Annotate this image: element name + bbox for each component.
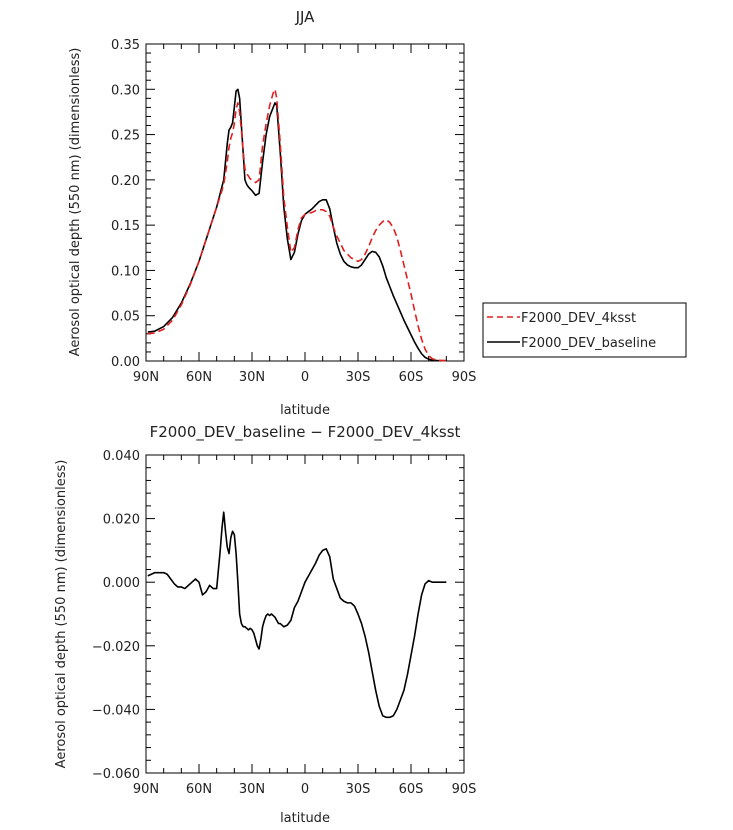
top-x-tick-label: 90S (452, 370, 477, 385)
top-y-tick-label: 0.10 (111, 264, 140, 279)
bottom-x-tick-label: 90S (452, 782, 477, 797)
bottom-x-tick-label: 0 (301, 782, 309, 797)
legend: F2000_DEV_4ksst F2000_DEV_baseline (482, 302, 687, 358)
legend-box (482, 302, 687, 358)
bottom-x-tick-label: 60N (186, 782, 212, 797)
top-y-tick-label: 0.00 (111, 355, 140, 370)
bottom-ticks: 90N 60N 30N 0 30S 60S 90S −0.060 −0.040 −0.020 0.0… (92, 449, 477, 797)
bottom-x-tick-label: 30S (346, 782, 371, 797)
top-y-tick-label: 0.25 (111, 129, 140, 144)
bottom-panel: F2000_DEV_baseline − F2000_DEV_4ksst lat… (54, 423, 476, 826)
bottom-x-axis-label: latitude (280, 811, 330, 826)
bottom-series-f2000-dev-baseline-f2000-dev-4ksst (147, 511, 447, 719)
bottom-plot-frame (145, 454, 465, 774)
bottom-y-tick-label: 0.040 (103, 449, 140, 464)
top-x-axis-label: latitude (280, 403, 330, 418)
legend-label-baseline: F2000_DEV_baseline (521, 336, 656, 351)
top-y-tick-label: 0.05 (111, 310, 140, 325)
top-ticks: 90N 60N 30N 0 30S 60S 90S 0.00 0.05 0.10 0.15 0.20 0… (111, 38, 476, 385)
bottom-y-axis-label: Aerosol optical depth (550 nm) (dimensio… (54, 460, 69, 769)
top-chart-title: JJA (295, 8, 316, 26)
top-y-tick-label: 0.35 (111, 38, 140, 53)
bottom-series (147, 511, 447, 719)
bottom-chart-title: F2000_DEV_baseline − F2000_DEV_4ksst (150, 423, 461, 442)
bottom-y-tick-label: −0.020 (92, 640, 140, 655)
top-series-f2000-dev-baseline (147, 88, 447, 362)
top-series (147, 88, 447, 362)
top-x-tick-label: 30S (346, 370, 371, 385)
bottom-y-tick-label: 0.020 (103, 513, 140, 528)
bottom-y-tick-label: −0.060 (92, 767, 140, 782)
top-plot-frame (145, 43, 465, 362)
top-y-tick-label: 0.20 (111, 174, 140, 189)
top-y-axis-label: Aerosol optical depth (550 nm) (dimensio… (68, 48, 83, 357)
top-x-tick-label: 60N (186, 370, 212, 385)
top-x-tick-label: 90N (133, 370, 159, 385)
top-series-f2000-dev-4ksst (147, 88, 447, 362)
top-x-tick-label: 30N (239, 370, 265, 385)
bottom-y-tick-label: 0.000 (103, 576, 140, 591)
bottom-x-tick-label: 90N (133, 782, 159, 797)
top-y-tick-label: 0.30 (111, 83, 140, 98)
bottom-x-tick-label: 30N (239, 782, 265, 797)
bottom-y-tick-label: −0.040 (92, 703, 140, 718)
legend-label-4ksst: F2000_DEV_4ksst (521, 311, 636, 326)
top-y-tick-label: 0.15 (111, 219, 140, 234)
top-panel: JJA latitude Aerosol optical depth (550 … (68, 8, 687, 418)
top-x-tick-label: 0 (301, 370, 309, 385)
bottom-x-tick-label: 60S (399, 782, 424, 797)
top-x-tick-label: 60S (399, 370, 424, 385)
